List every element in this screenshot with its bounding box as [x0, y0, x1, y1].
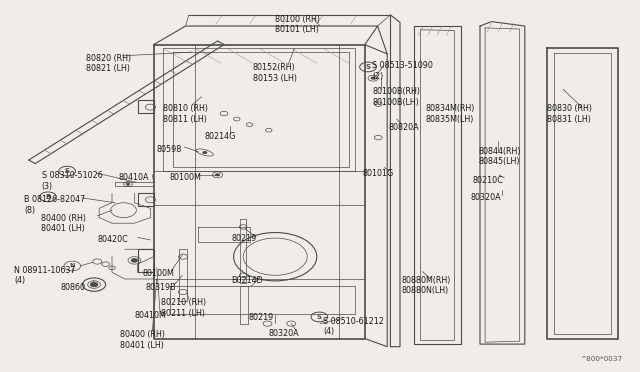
Text: 80598: 80598: [157, 145, 182, 154]
Text: S 08510-61212
(4): S 08510-61212 (4): [323, 317, 384, 336]
Text: 80400 (RH)
80401 (LH): 80400 (RH) 80401 (LH): [41, 214, 86, 233]
Circle shape: [131, 259, 138, 262]
Text: 80210C: 80210C: [472, 176, 503, 185]
Text: 80219: 80219: [232, 234, 257, 243]
Text: 80219: 80219: [248, 313, 273, 322]
Text: 80820 (RH)
80821 (LH): 80820 (RH) 80821 (LH): [86, 54, 132, 73]
Text: 80152(RH)
80153 (LH): 80152(RH) 80153 (LH): [253, 63, 297, 83]
Text: 80100B(RH)
80100B(LH): 80100B(RH) 80100B(LH): [372, 87, 420, 107]
Text: N: N: [70, 263, 75, 269]
Circle shape: [126, 183, 130, 185]
Text: 80830 (RH)
80831 (LH): 80830 (RH) 80831 (LH): [547, 104, 592, 124]
Text: S 08310-51026
(3): S 08310-51026 (3): [42, 171, 102, 190]
Text: 80319B: 80319B: [146, 283, 177, 292]
Text: S: S: [365, 64, 371, 70]
Circle shape: [215, 173, 220, 176]
Text: 80320A: 80320A: [470, 193, 501, 202]
Text: 80400 (RH)
80401 (LH): 80400 (RH) 80401 (LH): [120, 330, 165, 350]
Text: B0214D: B0214D: [232, 276, 264, 285]
Text: S: S: [65, 168, 70, 174]
Text: ^800*0037: ^800*0037: [580, 356, 622, 362]
Text: S: S: [317, 314, 322, 320]
Text: S 08513-51090
(2): S 08513-51090 (2): [372, 61, 433, 81]
Text: 80100M: 80100M: [142, 269, 174, 278]
Text: B 08126-82047
(8): B 08126-82047 (8): [24, 195, 86, 215]
Text: 80410A: 80410A: [118, 173, 149, 182]
Circle shape: [90, 282, 98, 287]
Text: 80820A: 80820A: [388, 123, 419, 132]
Text: 80410M: 80410M: [134, 311, 166, 320]
Text: 80834M(RH)
80835M(LH): 80834M(RH) 80835M(LH): [426, 104, 475, 124]
Text: 80860: 80860: [61, 283, 86, 292]
Text: 80810 (RH)
80811 (LH): 80810 (RH) 80811 (LH): [163, 104, 207, 124]
Text: 80100M: 80100M: [170, 173, 202, 182]
Text: 80100 (RH)
80101 (LH): 80100 (RH) 80101 (LH): [275, 15, 320, 34]
Text: 80320A: 80320A: [269, 329, 300, 338]
Text: 80844(RH)
80845(LH): 80844(RH) 80845(LH): [479, 147, 521, 166]
Text: 80420C: 80420C: [97, 235, 128, 244]
Circle shape: [202, 151, 207, 154]
Text: B: B: [45, 194, 51, 200]
Circle shape: [371, 77, 376, 80]
Text: 80214G: 80214G: [205, 132, 236, 141]
Text: 80880M(RH)
80880N(LH): 80880M(RH) 80880N(LH): [402, 276, 451, 295]
Text: 80101G: 80101G: [362, 169, 394, 178]
Text: N 08911-10637
(4): N 08911-10637 (4): [14, 266, 76, 285]
Text: 80210 (RH)
80211 (LH): 80210 (RH) 80211 (LH): [161, 298, 207, 318]
